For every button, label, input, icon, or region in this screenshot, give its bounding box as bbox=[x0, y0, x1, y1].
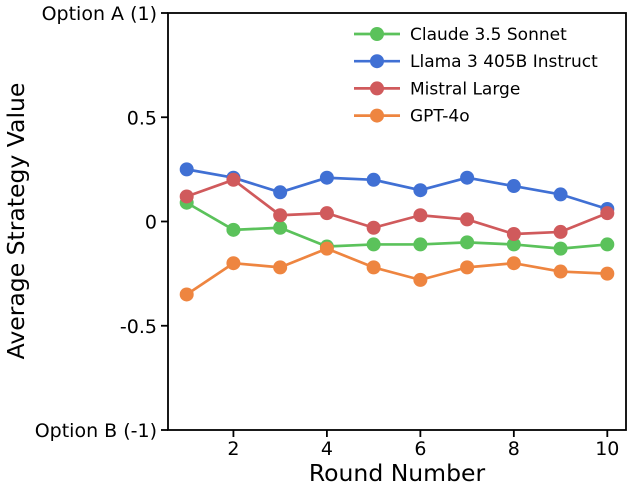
legend-label-claude-3-5-sonnet: Claude 3.5 Sonnet bbox=[410, 25, 567, 45]
data-point-gpt-4o-round-7 bbox=[460, 260, 475, 275]
data-point-llama-3-405b-instruct-round-9 bbox=[553, 187, 568, 202]
legend-label-mistral-large: Mistral Large bbox=[410, 79, 520, 99]
y-tick-label: -0.5 bbox=[120, 316, 157, 338]
data-point-claude-3-5-sonnet-round-9 bbox=[553, 241, 568, 256]
data-point-gpt-4o-round-6 bbox=[413, 272, 428, 287]
y-tick-label: 0 bbox=[145, 212, 157, 234]
legend-item-mistral-large: Mistral Large bbox=[354, 79, 520, 99]
data-point-llama-3-405b-instruct-round-4 bbox=[319, 170, 334, 185]
data-point-claude-3-5-sonnet-round-6 bbox=[413, 237, 428, 252]
data-point-llama-3-405b-instruct-round-7 bbox=[460, 170, 475, 185]
series-line-claude-3-5-sonnet bbox=[185, 201, 609, 250]
series-line-gpt-4o bbox=[185, 247, 609, 296]
legend-item-llama-3-405b-instruct: Llama 3 405B Instruct bbox=[354, 52, 598, 72]
legend-label-gpt-4o: GPT-4o bbox=[410, 107, 470, 127]
data-point-llama-3-405b-instruct-round-5 bbox=[366, 172, 381, 187]
x-tick-label: 2 bbox=[227, 438, 239, 460]
data-point-llama-3-405b-instruct-round-3 bbox=[273, 185, 288, 200]
data-point-mistral-large-round-1 bbox=[179, 189, 194, 204]
data-point-mistral-large-round-4 bbox=[319, 206, 334, 221]
series-line-llama-3-405b-instruct bbox=[185, 168, 609, 211]
data-point-claude-3-5-sonnet-round-10 bbox=[600, 237, 615, 252]
data-point-claude-3-5-sonnet-round-8 bbox=[506, 237, 521, 252]
data-point-gpt-4o-round-1 bbox=[179, 287, 194, 302]
legend-item-gpt-4o: GPT-4o bbox=[354, 107, 470, 127]
x-tick-label: 6 bbox=[414, 438, 426, 460]
data-point-llama-3-405b-instruct-round-6 bbox=[413, 183, 428, 198]
series-layer bbox=[179, 162, 615, 302]
data-point-claude-3-5-sonnet-round-2 bbox=[226, 222, 241, 237]
x-axis-title: Round Number bbox=[309, 459, 486, 487]
y-tick-label: Option B (-1) bbox=[35, 420, 157, 442]
plot-area: 2 4 6 8 10 Option A (1) 0.5 0 -0.5 Option B (-1) bbox=[35, 3, 627, 460]
data-point-mistral-large-round-9 bbox=[553, 224, 568, 239]
x-tick-label: 4 bbox=[321, 438, 333, 460]
data-point-mistral-large-round-10 bbox=[600, 206, 615, 221]
data-point-gpt-4o-round-9 bbox=[553, 264, 568, 279]
series-line-mistral-large bbox=[185, 178, 609, 236]
data-point-gpt-4o-round-10 bbox=[600, 266, 615, 281]
x-tick-label: 10 bbox=[595, 438, 619, 460]
data-point-mistral-large-round-5 bbox=[366, 220, 381, 235]
legend: Claude 3.5 Sonnet Llama 3 405B Instruct Mi… bbox=[354, 25, 598, 127]
legend-item-claude-3-5-sonnet: Claude 3.5 Sonnet bbox=[354, 25, 567, 45]
data-point-gpt-4o-round-3 bbox=[273, 260, 288, 275]
data-point-claude-3-5-sonnet-round-5 bbox=[366, 237, 381, 252]
data-point-llama-3-405b-instruct-round-8 bbox=[506, 179, 521, 194]
legend-label-llama-3-405b-instruct: Llama 3 405B Instruct bbox=[410, 52, 598, 72]
y-axis-title: Average Strategy Value bbox=[2, 83, 30, 360]
data-point-gpt-4o-round-4 bbox=[319, 241, 334, 256]
data-point-mistral-large-round-6 bbox=[413, 208, 428, 223]
legend-marker-llama-3-405b-instruct bbox=[370, 54, 384, 69]
data-point-claude-3-5-sonnet-round-7 bbox=[460, 235, 475, 250]
x-tick-label: 8 bbox=[508, 438, 520, 460]
legend-marker-gpt-4o bbox=[370, 108, 384, 123]
legend-marker-claude-3-5-sonnet bbox=[370, 27, 384, 41]
y-tick-label: Option A (1) bbox=[42, 3, 157, 25]
data-point-mistral-large-round-3 bbox=[273, 208, 288, 223]
data-point-claude-3-5-sonnet-round-3 bbox=[273, 220, 288, 235]
data-point-mistral-large-round-8 bbox=[506, 227, 521, 242]
data-point-gpt-4o-round-5 bbox=[366, 260, 381, 275]
data-point-gpt-4o-round-8 bbox=[506, 256, 521, 271]
data-point-mistral-large-round-7 bbox=[460, 212, 475, 227]
data-point-llama-3-405b-instruct-round-1 bbox=[179, 162, 194, 177]
legend-marker-mistral-large bbox=[370, 81, 384, 96]
y-tick-label: 0.5 bbox=[127, 107, 157, 129]
data-point-gpt-4o-round-2 bbox=[226, 256, 241, 271]
data-point-mistral-large-round-2 bbox=[226, 172, 241, 187]
